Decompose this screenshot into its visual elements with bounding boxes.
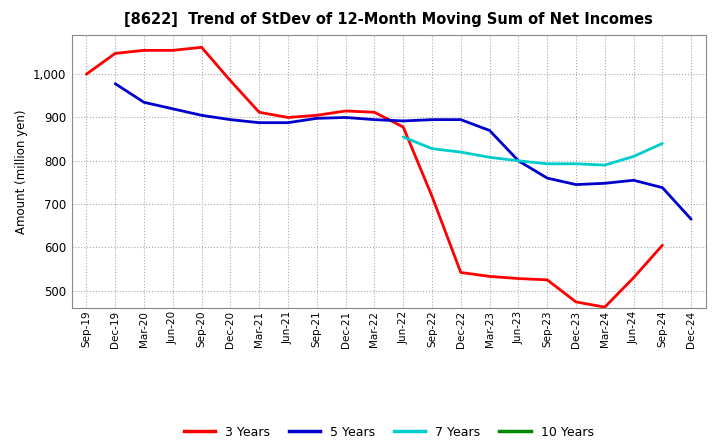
Title: [8622]  Trend of StDev of 12-Month Moving Sum of Net Incomes: [8622] Trend of StDev of 12-Month Moving… xyxy=(125,12,653,27)
Legend: 3 Years, 5 Years, 7 Years, 10 Years: 3 Years, 5 Years, 7 Years, 10 Years xyxy=(179,421,598,440)
Y-axis label: Amount (million yen): Amount (million yen) xyxy=(14,110,27,234)
